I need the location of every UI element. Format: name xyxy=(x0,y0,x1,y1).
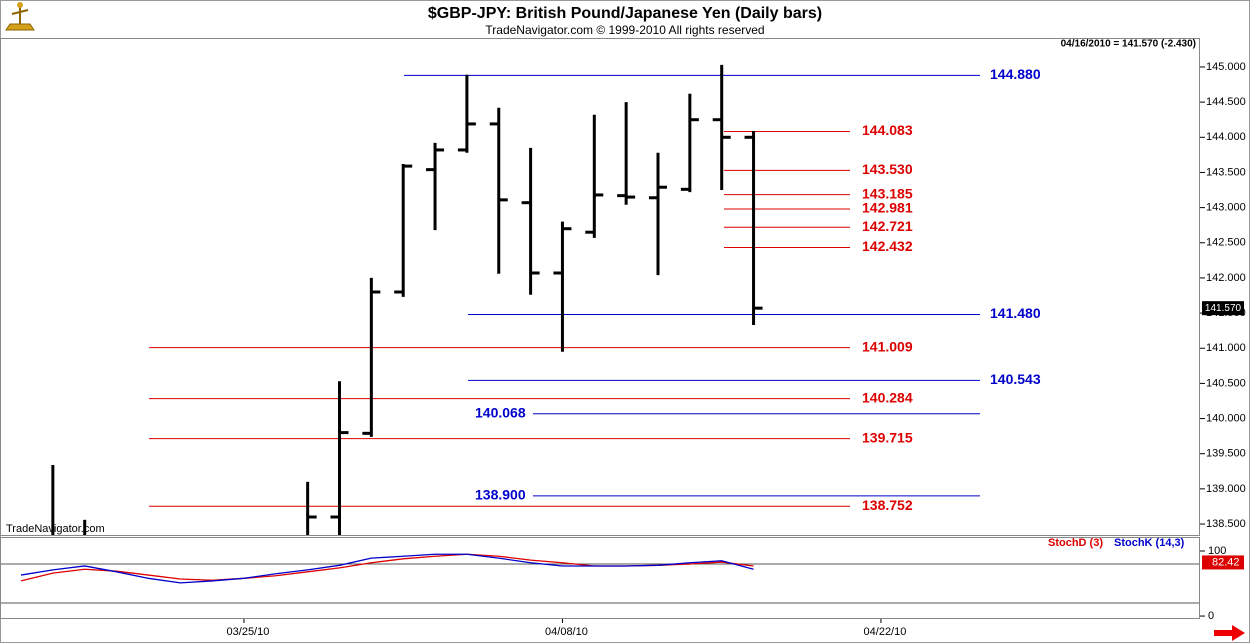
series-line xyxy=(20,553,754,584)
y-tick-label: 141.000 xyxy=(1206,342,1246,354)
level-label: 144.083 xyxy=(862,122,913,138)
y-tick-label: 138.500 xyxy=(1206,518,1246,530)
y-tick-label: 143.500 xyxy=(1206,166,1246,178)
level-label: 142.721 xyxy=(862,218,913,234)
level-label: 140.543 xyxy=(990,371,1041,387)
level-label: 143.530 xyxy=(862,161,913,177)
chart-subtitle: TradeNavigator.com © 1999-2010 All right… xyxy=(485,23,764,37)
x-tick-label: 04/08/10 xyxy=(545,626,588,638)
level-label: 141.480 xyxy=(990,305,1041,321)
y-tick-label: 0 xyxy=(1208,610,1214,622)
last-price-label: 141.570 xyxy=(1205,303,1242,314)
level-label: 143.185 xyxy=(862,185,913,201)
y-tick-label: 140.500 xyxy=(1206,377,1246,389)
price-plot xyxy=(51,64,980,535)
stoch-plot xyxy=(1,553,1199,604)
y-tick-label: 142.000 xyxy=(1206,272,1246,284)
level-label: 142.981 xyxy=(862,200,913,216)
level-label: 144.880 xyxy=(990,66,1041,82)
logo xyxy=(5,2,35,31)
last-value-tag xyxy=(1202,555,1244,570)
y-tick-label: 139.000 xyxy=(1206,483,1246,495)
watermark: TradeNavigator.com xyxy=(6,523,105,535)
level-label: 139.715 xyxy=(862,429,913,445)
x-tick-label: 03/25/10 xyxy=(227,626,270,638)
level-label: 142.432 xyxy=(862,238,913,254)
level-label: 138.752 xyxy=(862,497,913,513)
y-tick-label: 142.500 xyxy=(1206,237,1246,249)
legend-entry: StochK (14,3) xyxy=(1114,537,1185,549)
level-label: 140.284 xyxy=(862,389,913,405)
y-tick-label: 139.500 xyxy=(1206,448,1246,460)
price-panel xyxy=(0,38,1200,536)
y-tick-label: 144.500 xyxy=(1206,96,1246,108)
level-label: 138.900 xyxy=(475,487,526,503)
y-tick-label: 100 xyxy=(1208,545,1226,557)
y-tick-label: 140.000 xyxy=(1206,412,1246,424)
legend-entry: StochD (3) xyxy=(1048,537,1103,549)
chart-title: $GBP-JPY: British Pound/Japanese Yen (Da… xyxy=(428,5,822,22)
scroll-arrow[interactable] xyxy=(1214,625,1245,641)
y-tick-label: 143.000 xyxy=(1206,202,1246,214)
y-tick-label: 145.000 xyxy=(1206,61,1246,73)
stoch-panel xyxy=(0,537,1200,619)
level-label: 141.009 xyxy=(862,338,913,354)
quote: 04/16/2010 = 141.570 (-2.430) xyxy=(1061,39,1196,50)
last-value-label: 82.42 xyxy=(1212,556,1240,568)
y-tick-label: 144.000 xyxy=(1206,131,1246,143)
last-price-tag xyxy=(1202,301,1244,316)
level-label: 140.068 xyxy=(475,404,526,420)
x-tick-label: 04/22/10 xyxy=(864,626,907,638)
